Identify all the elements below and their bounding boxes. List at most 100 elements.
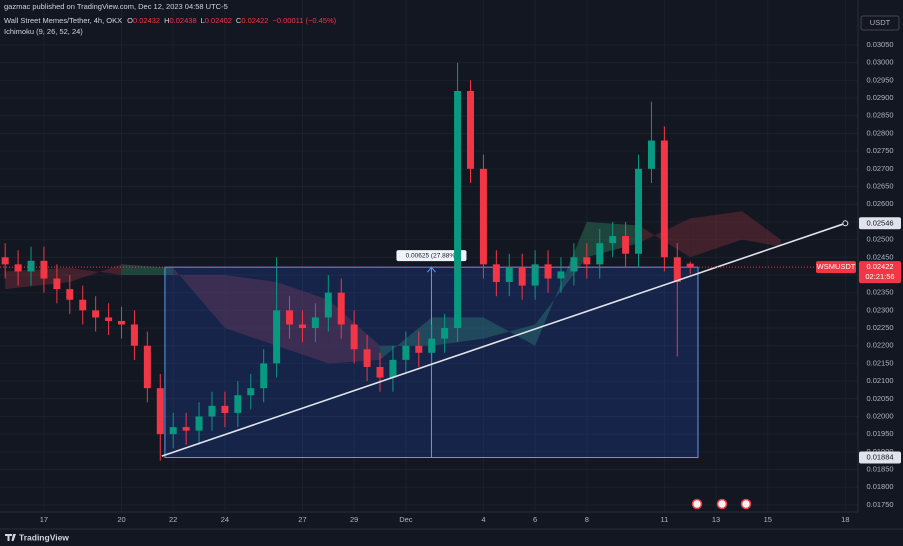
cloud-segment bbox=[173, 267, 225, 329]
y-tick-label: 0.02850 bbox=[866, 111, 893, 120]
x-tick-label: 27 bbox=[298, 515, 306, 524]
x-tick-label: 13 bbox=[712, 515, 720, 524]
x-tick-label: Dec bbox=[399, 515, 413, 524]
candle-body bbox=[1, 257, 9, 265]
countdown: 02:21:56 bbox=[865, 272, 894, 281]
candle-body bbox=[570, 257, 578, 272]
axes: 0.01750 0.01800 0.01850 0.01900 0.01950 0.020… bbox=[40, 40, 901, 524]
y-tick-label: 0.02600 bbox=[866, 199, 893, 208]
x-tick-label: 11 bbox=[660, 515, 668, 524]
y-tick-label: 0.02350 bbox=[866, 288, 893, 297]
candle-body bbox=[247, 388, 255, 396]
candle-body bbox=[234, 395, 242, 413]
y-tick-label: 0.02000 bbox=[866, 411, 893, 420]
symbol-legend: Wall Street Memes/Tether, 4h, OKX O0.0243… bbox=[4, 16, 337, 25]
candle-body bbox=[609, 236, 617, 244]
logo-icon bbox=[5, 534, 16, 541]
candle-body bbox=[169, 427, 177, 435]
candle-body bbox=[195, 416, 203, 431]
ohlc-value: 0.02432 bbox=[133, 16, 160, 25]
y-tick-label: 0.03050 bbox=[866, 40, 893, 49]
trendline bbox=[161, 222, 846, 457]
cloud-segment bbox=[224, 274, 277, 346]
y-tick-label: 0.02100 bbox=[866, 376, 893, 385]
x-tick-label: 15 bbox=[764, 515, 772, 524]
event-icons bbox=[691, 498, 752, 510]
y-tick-label: 0.01800 bbox=[866, 482, 893, 491]
event-icon[interactable] bbox=[740, 498, 752, 510]
x-tick-label: 8 bbox=[585, 515, 589, 524]
y-tick-label: 0.01850 bbox=[866, 465, 893, 474]
candle-body bbox=[466, 90, 474, 169]
candle-body bbox=[428, 338, 436, 353]
candle-body bbox=[130, 324, 138, 346]
y-tick-label: 0.02250 bbox=[866, 323, 893, 332]
x-tick-label: 22 bbox=[169, 515, 177, 524]
published: gazmac published on TradingView.com, Dec… bbox=[4, 2, 228, 11]
y-tick-label: 0.02800 bbox=[866, 128, 893, 137]
trendline-price: 0.02546 bbox=[866, 218, 893, 227]
symbol-tag-bg bbox=[816, 261, 856, 274]
measure-tooltip: 0.00625 (27.88%) bbox=[406, 252, 458, 259]
candle-body bbox=[505, 267, 513, 283]
candle-body bbox=[182, 427, 190, 431]
candle-body bbox=[622, 236, 630, 254]
symbol-tag: WSMUSDT bbox=[817, 262, 856, 271]
candle-body bbox=[596, 243, 604, 265]
candle-body bbox=[350, 324, 358, 350]
trendline-handle bbox=[842, 220, 849, 227]
footer-brand[interactable]: TradingView bbox=[19, 532, 69, 542]
ohlc-key: H bbox=[164, 16, 169, 25]
candle-body bbox=[415, 345, 423, 353]
candle-body bbox=[531, 264, 539, 286]
candle-body bbox=[363, 349, 371, 367]
ohlc-value: 0.02402 bbox=[205, 16, 232, 25]
y-tick-label: 0.03000 bbox=[866, 58, 893, 67]
candle-body bbox=[66, 289, 74, 300]
candle-body bbox=[337, 292, 345, 325]
candle-body bbox=[53, 278, 61, 290]
candle-body bbox=[156, 388, 164, 435]
candle-body bbox=[105, 317, 113, 321]
overlay bbox=[0, 220, 858, 457]
x-tick-label: 4 bbox=[481, 515, 485, 524]
candles bbox=[1, 62, 694, 461]
cloud-segment bbox=[741, 211, 781, 247]
candle-body bbox=[583, 257, 591, 265]
candle-body bbox=[298, 324, 306, 329]
y-tick-label: 0.02150 bbox=[866, 358, 893, 367]
measure-tooltip-bg bbox=[396, 250, 467, 262]
candle-body bbox=[635, 168, 643, 254]
candle-body bbox=[40, 260, 48, 279]
event-icon[interactable] bbox=[716, 498, 728, 510]
y-tick-label: 0.02300 bbox=[866, 305, 893, 314]
cloud-segment bbox=[69, 264, 122, 283]
currency[interactable]: USDT bbox=[870, 18, 891, 27]
candle-body bbox=[221, 405, 229, 413]
event-icon[interactable] bbox=[691, 498, 703, 510]
x-tick-label: 20 bbox=[117, 515, 125, 524]
y-tick-label: 0.02700 bbox=[866, 164, 893, 173]
measure-arrowhead bbox=[427, 266, 436, 273]
ohlc-value: 0.02422 bbox=[241, 16, 268, 25]
candle-body bbox=[660, 140, 668, 258]
indicator-legend: Ichimoku (9, 26, 52, 24) bbox=[4, 27, 83, 36]
candle-body bbox=[118, 320, 126, 325]
cloud-segment bbox=[483, 317, 536, 346]
range-low-price: 0.01884 bbox=[866, 453, 893, 462]
currency-box[interactable] bbox=[860, 15, 900, 31]
candle-body bbox=[260, 363, 268, 389]
y-tick-label: 0.02900 bbox=[866, 93, 893, 102]
cloud-segment bbox=[690, 211, 742, 258]
candle-body bbox=[286, 310, 294, 325]
candle-body bbox=[544, 264, 552, 279]
trendline-price-bg bbox=[859, 217, 901, 230]
ohlc-key: C bbox=[236, 16, 242, 25]
y-tick-label: 0.02750 bbox=[866, 146, 893, 155]
candle-body bbox=[376, 366, 384, 378]
change: −0.00011 (−0.45%) bbox=[272, 16, 336, 25]
candle-body bbox=[686, 263, 694, 268]
candle-body bbox=[143, 345, 151, 389]
candle-body bbox=[311, 317, 319, 329]
